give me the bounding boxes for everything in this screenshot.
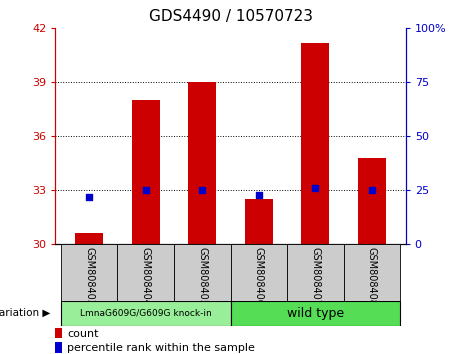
Text: GSM808405: GSM808405 <box>197 246 207 306</box>
Bar <box>75 234 103 244</box>
Text: percentile rank within the sample: percentile rank within the sample <box>67 343 255 353</box>
Bar <box>174 244 230 301</box>
Point <box>86 194 93 200</box>
Bar <box>131 100 160 244</box>
Bar <box>358 158 386 244</box>
Text: count: count <box>67 329 98 339</box>
Bar <box>245 199 273 244</box>
Bar <box>287 244 343 301</box>
Bar <box>61 244 118 301</box>
Text: wild type: wild type <box>287 307 344 320</box>
Text: GSM808406: GSM808406 <box>254 246 264 306</box>
Point <box>199 187 206 193</box>
Bar <box>188 82 216 244</box>
Bar <box>343 244 400 301</box>
Point <box>312 185 319 191</box>
Bar <box>61 301 230 326</box>
Title: GDS4490 / 10570723: GDS4490 / 10570723 <box>148 9 313 24</box>
Text: LmnaG609G/G609G knock-in: LmnaG609G/G609G knock-in <box>80 309 212 318</box>
Bar <box>55 342 62 353</box>
Bar <box>118 244 174 301</box>
Text: genotype/variation ▶: genotype/variation ▶ <box>0 308 51 318</box>
Bar <box>230 301 400 326</box>
Point <box>368 187 375 193</box>
Point <box>142 187 149 193</box>
Text: GSM808403: GSM808403 <box>84 246 94 306</box>
Text: GSM808407: GSM808407 <box>310 246 320 306</box>
Text: GSM808408: GSM808408 <box>367 246 377 306</box>
Point <box>255 192 262 198</box>
Bar <box>230 244 287 301</box>
Bar <box>55 328 62 338</box>
Bar <box>301 43 330 244</box>
Text: GSM808404: GSM808404 <box>141 246 151 306</box>
